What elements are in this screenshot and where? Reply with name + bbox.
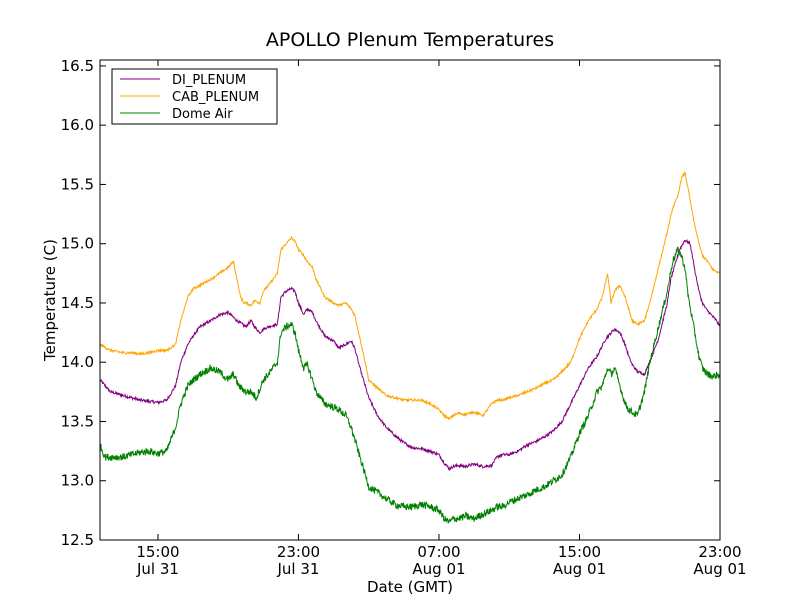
legend-box <box>111 68 278 125</box>
y-tick-label: 16.5 <box>61 57 94 75</box>
y-tick-label: 12.5 <box>61 531 94 549</box>
x-tick-time-label: 07:00 <box>417 543 460 561</box>
x-tick-time-label: 15:00 <box>136 543 179 561</box>
x-tick-date-label: Aug 01 <box>693 560 746 578</box>
x-tick-date-label: Jul 31 <box>276 560 319 578</box>
y-axis-label: Temperature (C) <box>41 239 59 362</box>
y-tick-label: 14.5 <box>61 294 94 312</box>
y-tick-label: 15.0 <box>61 235 94 253</box>
y-tick-label: 15.5 <box>61 175 94 193</box>
x-axis-label: Date (GMT) <box>367 578 453 596</box>
chart-title: APOLLO Plenum Temperatures <box>266 29 554 51</box>
series-line-dome-air <box>100 246 720 524</box>
plot-frame <box>99 59 721 541</box>
y-tick-label: 14.0 <box>61 353 94 371</box>
x-tick-time-label: 23:00 <box>277 543 320 561</box>
y-axis: 12.5 13.0 13.5 14.0 14.5 15.0 15.5 16.0 16.5 <box>61 57 720 549</box>
x-tick-date-label: Aug 01 <box>553 560 606 578</box>
y-tick-label: 13.0 <box>61 472 94 490</box>
series-line-cab-plenum <box>100 170 720 420</box>
x-tick-time-label: 23:00 <box>698 543 741 561</box>
legend-label: DI_PLENUM <box>172 73 246 88</box>
y-tick-label: 16.0 <box>61 116 94 134</box>
series-line-di-plenum <box>100 239 720 472</box>
legend-label: CAB_PLENUM <box>172 90 259 105</box>
x-tick-date-label: Aug 01 <box>412 560 465 578</box>
y-tick-label: 13.5 <box>61 412 94 430</box>
x-tick-time-label: 15:00 <box>558 543 601 561</box>
x-tick-date-label: Jul 31 <box>136 560 179 578</box>
legend: DI_PLENUM CAB_PLENUM Dome Air <box>111 68 278 125</box>
series-layer <box>100 170 720 524</box>
plot-area: 12.5 13.0 13.5 14.0 14.5 15.0 15.5 16.0 16.5 15:… <box>61 57 747 578</box>
legend-label: Dome Air <box>172 107 233 122</box>
